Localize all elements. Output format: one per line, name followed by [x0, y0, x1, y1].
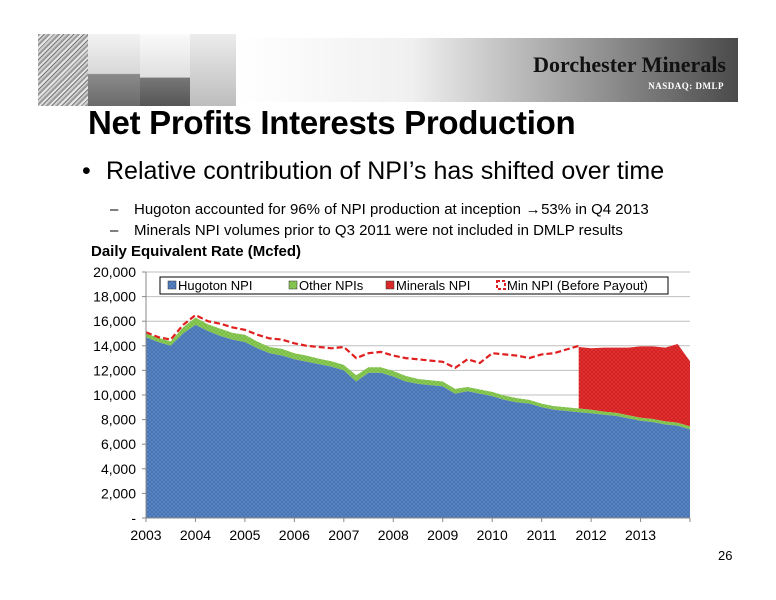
dash-marker: – — [110, 222, 119, 239]
x-tick-label: 2007 — [328, 527, 359, 543]
pumpjack-image — [190, 34, 236, 106]
area-series — [146, 317, 690, 518]
minerals-npi-area — [578, 344, 690, 427]
main-bullet-text: Relative contribution of NPI’s has shift… — [106, 157, 665, 185]
sub-bullet-hugoton: – Hugoton accounted for 96% of NPI produc… — [110, 201, 649, 218]
y-tick-label: 14,000 — [93, 338, 136, 354]
x-tick-label: 2004 — [180, 527, 211, 543]
line-series — [145, 313, 580, 370]
x-tick-label: 2009 — [427, 527, 458, 543]
chart-title: Daily Equivalent Rate (Mcfed) — [91, 243, 302, 260]
axes: - 2,000 4,000 6,000 8,000 10,000 12,000 14,000 1… — [93, 264, 691, 543]
y-tick-label: 8,000 — [101, 412, 136, 428]
sub-bullet-hugoton-text-a: Hugoton accounted for 96% of NPI product… — [134, 201, 521, 218]
y-tick-label: 20,000 — [93, 264, 136, 280]
legend-swatch — [167, 280, 177, 290]
x-tick-label: 2006 — [279, 527, 310, 543]
y-tick-label: 4,000 — [101, 461, 136, 477]
y-tick-label: 18,000 — [93, 289, 136, 305]
x-tick-label: 2011 — [527, 527, 557, 543]
x-tick-label: 2005 — [229, 527, 260, 543]
sub-bullet-minerals: – Minerals NPI volumes prior to Q3 2011 w… — [110, 222, 623, 239]
page-number: 26 — [718, 548, 733, 563]
arrow-right-icon: → — [525, 201, 541, 218]
legend-label: Other NPIs — [299, 278, 364, 293]
legend-swatch — [385, 280, 395, 290]
legend-label: Min NPI (Before Payout) — [507, 278, 648, 293]
bullet-dot: • — [82, 157, 91, 185]
x-tick-label: 2012 — [576, 527, 607, 543]
field-worker-image — [88, 34, 140, 106]
company-logo-text: Dorchester Minerals — [533, 52, 726, 77]
legend-label: Minerals NPI — [396, 278, 470, 293]
legend-label: Hugoton NPI — [178, 278, 252, 293]
y-tick-label: 6,000 — [101, 436, 136, 452]
ticker-text: NASDAQ: DMLP — [648, 81, 724, 91]
sub-bullet-minerals-text: Minerals NPI volumes prior to Q3 2011 we… — [134, 222, 623, 239]
y-tick-label: 16,000 — [93, 313, 136, 329]
y-tick-label: - — [131, 510, 136, 526]
hugoton-npi-area — [146, 324, 690, 518]
y-tick-label: 12,000 — [93, 362, 136, 378]
legend: Hugoton NPI Other NPIs Minerals NPI Min NPI… — [159, 276, 669, 295]
slide-title: Net Profits Interests Production — [88, 104, 576, 141]
x-tick-label: 2003 — [130, 527, 161, 543]
x-tick-label: 2013 — [625, 527, 656, 543]
rock-texture-image — [38, 34, 88, 106]
y-tick-label: 10,000 — [93, 387, 136, 403]
drilling-rig-image — [140, 34, 190, 106]
header-banner: Dorchester Minerals NASDAQ: DMLP — [38, 34, 738, 106]
sub-bullet-hugoton-text-b: 53% in Q4 2013 — [541, 201, 649, 218]
other-npis-area — [146, 317, 690, 430]
min-npi-before-payout-line — [145, 313, 580, 370]
gradient-band — [236, 38, 738, 102]
y-tick-label: 2,000 — [101, 485, 136, 501]
main-bullet: • Relative contribution of NPI’s has shif… — [82, 157, 664, 186]
legend-swatch — [288, 280, 298, 290]
x-tick-label: 2008 — [378, 527, 409, 543]
legend-box — [159, 276, 669, 295]
dash-marker: – — [110, 201, 119, 218]
legend-swatch — [496, 280, 506, 290]
x-tick-label: 2010 — [477, 527, 508, 543]
